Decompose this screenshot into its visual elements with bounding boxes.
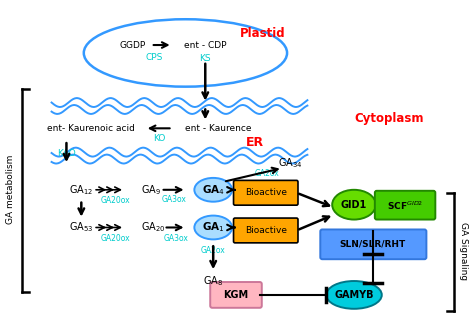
FancyBboxPatch shape — [210, 282, 262, 308]
Text: KO: KO — [154, 134, 166, 143]
Ellipse shape — [326, 281, 382, 309]
Text: GA Signaling: GA Signaling — [458, 222, 467, 280]
Text: GA3ox: GA3ox — [164, 234, 189, 243]
Text: GA$_{1}$: GA$_{1}$ — [202, 220, 225, 234]
Text: Bioactive: Bioactive — [245, 226, 287, 235]
Text: GA20ox: GA20ox — [100, 234, 130, 243]
FancyBboxPatch shape — [234, 218, 298, 243]
Text: GA$_{8}$: GA$_{8}$ — [203, 274, 223, 288]
Text: ent - Kaurence: ent - Kaurence — [185, 124, 251, 133]
FancyBboxPatch shape — [375, 191, 435, 219]
Text: GA2ox: GA2ox — [201, 246, 226, 255]
Text: GA$_{34}$: GA$_{34}$ — [278, 156, 303, 170]
Ellipse shape — [194, 215, 232, 239]
FancyBboxPatch shape — [320, 229, 427, 259]
Text: GGDP: GGDP — [120, 41, 146, 49]
Text: GAMYB: GAMYB — [334, 290, 374, 300]
Text: GA20ox: GA20ox — [100, 196, 130, 205]
Text: GA$_{53}$: GA$_{53}$ — [69, 220, 93, 234]
Ellipse shape — [332, 190, 376, 219]
Text: GID1: GID1 — [341, 200, 367, 210]
Text: Bioactive: Bioactive — [245, 188, 287, 197]
Text: GA2ox: GA2ox — [255, 169, 279, 178]
Text: SCF$^{GID2}$: SCF$^{GID2}$ — [387, 200, 424, 212]
Text: GA$_{12}$: GA$_{12}$ — [69, 183, 93, 197]
Text: CPS: CPS — [145, 53, 163, 62]
Text: GA$_{9}$: GA$_{9}$ — [141, 183, 161, 197]
Text: Cytoplasm: Cytoplasm — [354, 112, 423, 125]
Text: ent- Kaurenoic acid: ent- Kaurenoic acid — [47, 124, 135, 133]
Text: KS: KS — [200, 54, 211, 63]
Ellipse shape — [194, 178, 232, 202]
Text: ER: ER — [246, 136, 264, 149]
Text: GA$_{4}$: GA$_{4}$ — [202, 183, 225, 197]
Text: SLN/SLR/RHT: SLN/SLR/RHT — [340, 240, 406, 249]
Text: KGM: KGM — [223, 290, 248, 300]
Text: KAO: KAO — [57, 149, 76, 158]
Text: GA3ox: GA3ox — [162, 195, 187, 204]
FancyBboxPatch shape — [234, 180, 298, 205]
Text: Plastid: Plastid — [240, 27, 286, 40]
Text: ent - CDP: ent - CDP — [184, 41, 227, 49]
Text: GA$_{20}$: GA$_{20}$ — [141, 220, 166, 234]
Text: GA metabolism: GA metabolism — [7, 155, 16, 224]
